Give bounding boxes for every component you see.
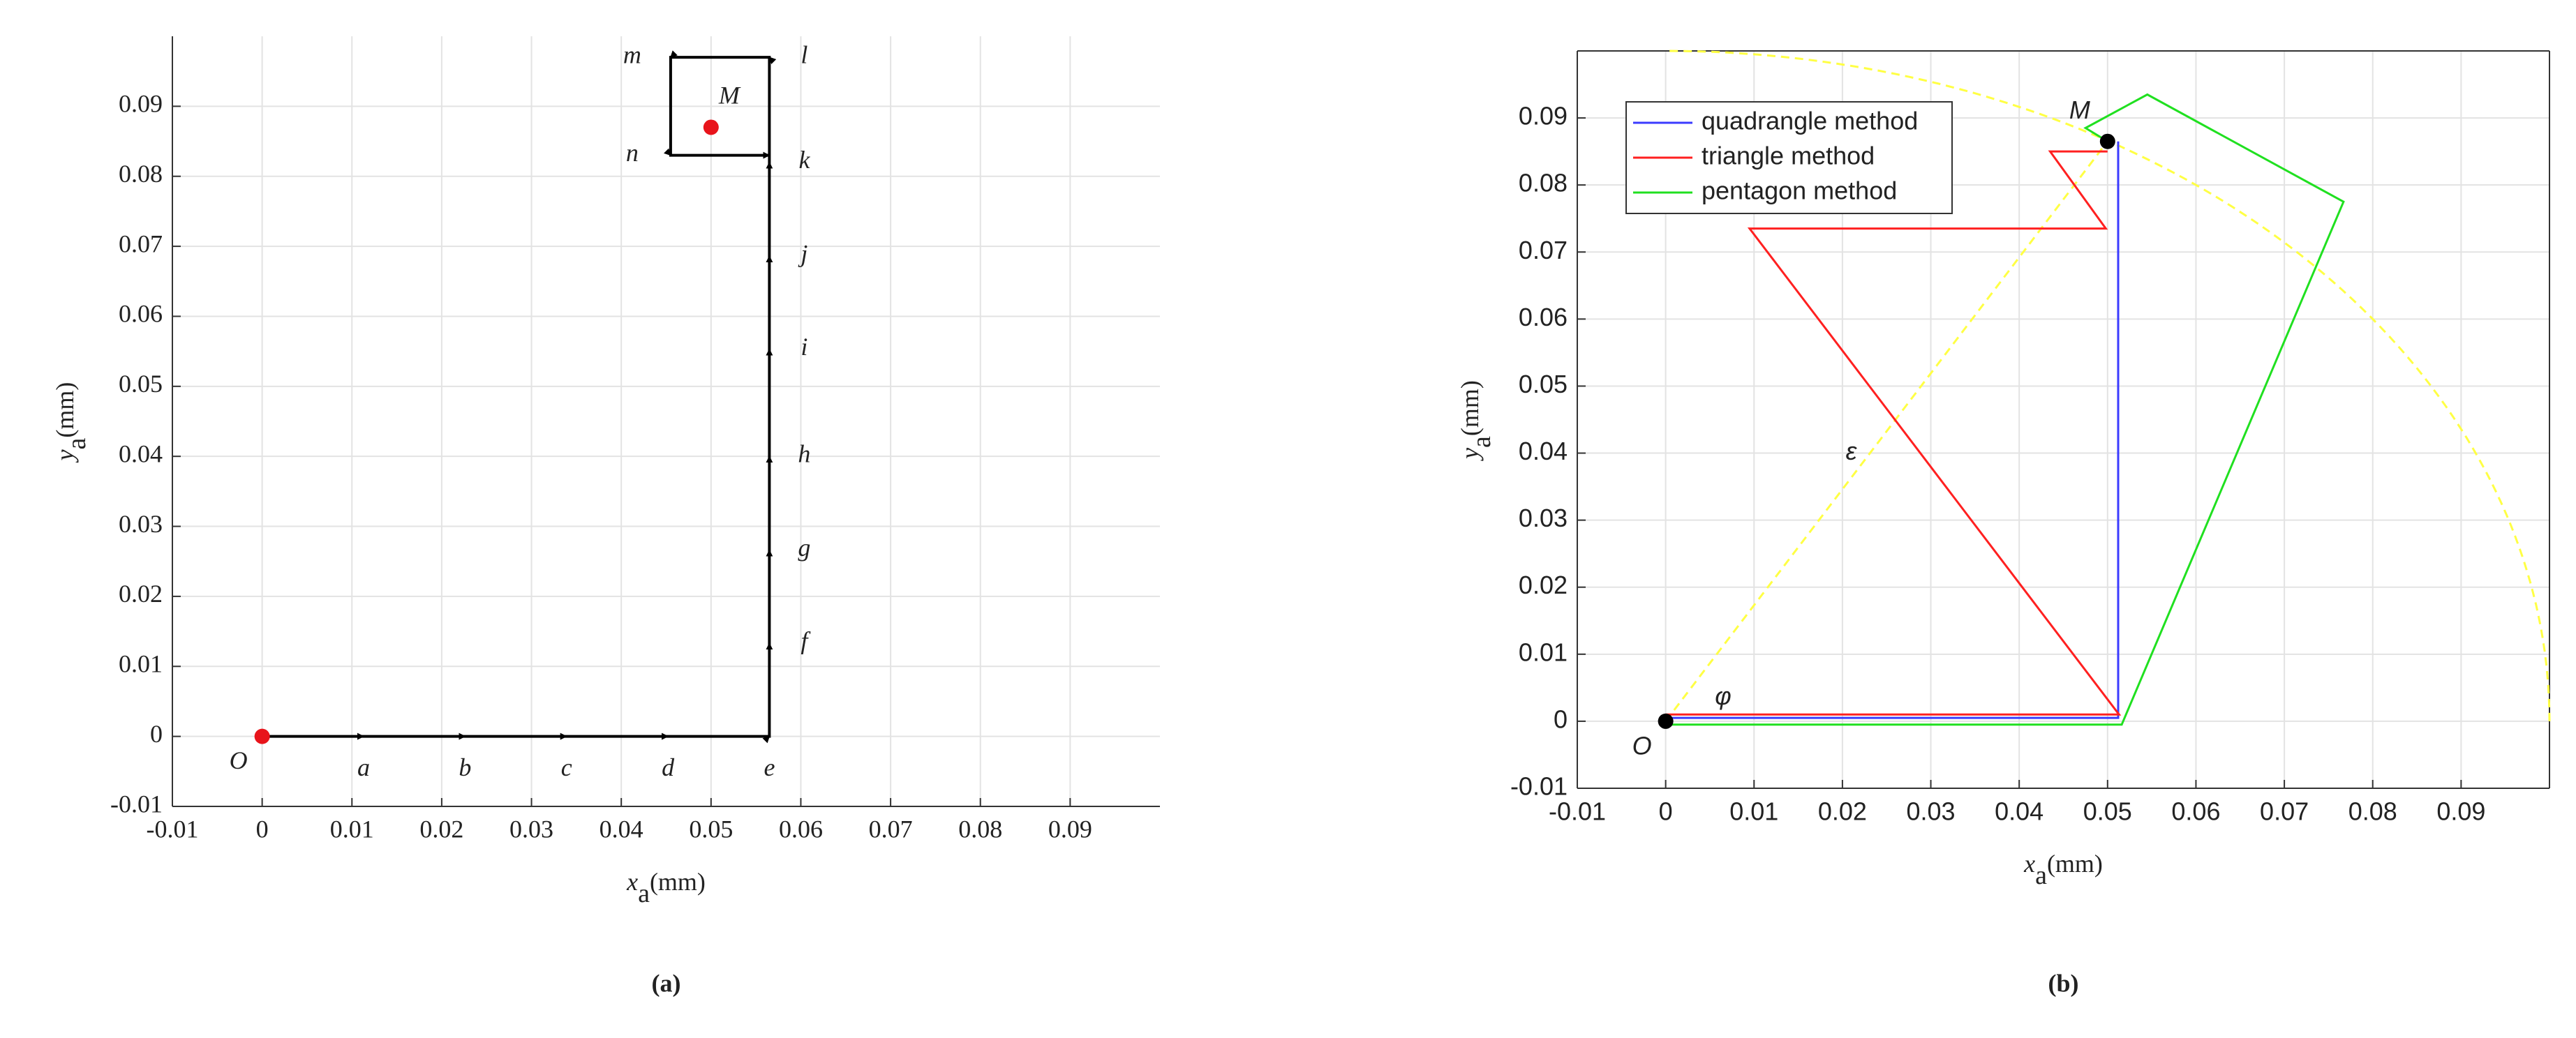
ylabel-main: y: [1456, 448, 1484, 461]
xlabel-unit: (mm): [650, 868, 706, 896]
x-tick-label: 0.02: [1818, 797, 1867, 826]
y-tick-label: 0.05: [1519, 370, 1568, 398]
xlabel-main: x: [2023, 850, 2035, 878]
point-label: a: [357, 753, 370, 781]
ylabel: ya(mm): [1456, 380, 1496, 461]
x-tick-label: 0.05: [2083, 797, 2132, 826]
y-tick-label: 0.01: [1519, 638, 1568, 666]
marker: [254, 728, 270, 744]
y-tick-label: 0.08: [119, 160, 163, 188]
y-tick-label: 0.09: [119, 90, 163, 118]
marker: [2099, 133, 2115, 149]
point-label: l: [801, 40, 807, 68]
y-tick-label: 0.08: [1519, 169, 1568, 197]
ylabel: ya(mm): [51, 382, 91, 463]
x-tick-label: 0.03: [509, 815, 553, 843]
xlabel-main: x: [626, 868, 638, 896]
ylabel-main: y: [51, 449, 79, 462]
series-line: [1665, 140, 2108, 722]
point-label: m: [623, 40, 641, 68]
point-label: k: [798, 146, 810, 174]
chart: -0.01 0 0.01 0.02 0.03 0.04 0.05 0.06 0.07 0.08 0.…: [51, 36, 1160, 997]
ylabel-unit: (mm): [1456, 380, 1484, 436]
x-tick-label: -0.01: [147, 815, 199, 843]
ylabel-sub: a: [1467, 436, 1496, 448]
y-tick-label: -0.01: [1510, 772, 1568, 801]
series-line: [262, 50, 777, 744]
xlabel-unit: (mm): [2047, 850, 2103, 878]
xlabel-sub: a: [638, 879, 650, 908]
marker-label: O: [230, 746, 248, 774]
legend-label: quadrangle method: [1702, 107, 1918, 135]
marker-label: M: [2069, 96, 2090, 124]
point-label: j: [798, 239, 807, 267]
marker-label: O: [1632, 731, 1652, 760]
y-tick-label: 0: [150, 720, 163, 748]
x-tick-label: 0.09: [2436, 797, 2485, 826]
x-tick-label: -0.01: [1549, 797, 1606, 826]
x-tick-label: 0.05: [689, 815, 733, 843]
y-tick-label: 0.07: [1519, 236, 1568, 264]
x-tick-label: 0.06: [779, 815, 823, 843]
x-tick-label: 0.07: [2260, 797, 2309, 826]
series-line: [1665, 150, 2122, 716]
point-label: g: [798, 534, 810, 562]
x-tick-label: 0: [1659, 797, 1673, 826]
x-tick-label: 0.09: [1048, 815, 1092, 843]
point-label: h: [798, 439, 810, 467]
point-label: b: [459, 753, 471, 781]
x-tick-label: 0.08: [958, 815, 1002, 843]
y-tick-label: 0.02: [1519, 571, 1568, 599]
arc: [1665, 50, 2551, 721]
annotation: ε: [1846, 437, 1858, 465]
legend-label: pentagon method: [1702, 176, 1897, 205]
subtitle: (a): [652, 969, 681, 997]
annotation: φ: [1715, 682, 1731, 710]
x-tick-label: 0: [256, 815, 269, 843]
y-tick-label: 0.05: [119, 370, 163, 398]
marker-label: M: [718, 82, 741, 110]
ylabel-sub: a: [62, 437, 91, 449]
ylabel-unit: (mm): [51, 382, 79, 438]
y-tick-label: 0.07: [119, 230, 163, 257]
x-tick-label: 0.04: [600, 815, 643, 843]
subtitle: (b): [2048, 969, 2079, 997]
x-tick-label: 0.07: [869, 815, 913, 843]
y-tick-label: 0.02: [119, 580, 163, 608]
point-label: i: [801, 333, 807, 361]
marker: [1658, 713, 1674, 729]
point-label: c: [561, 753, 572, 781]
y-tick-label: 0.09: [1519, 102, 1568, 130]
x-tick-label: 0.01: [1729, 797, 1778, 826]
y-tick-label: 0: [1554, 705, 1568, 733]
xlabel: xa(mm): [2023, 850, 2103, 889]
y-tick-label: 0.04: [1519, 437, 1568, 465]
x-tick-label: 0.06: [2171, 797, 2220, 826]
y-tick-label: 0.03: [1519, 504, 1568, 532]
x-tick-label: 0.02: [419, 815, 463, 843]
point-label: e: [764, 753, 775, 781]
x-tick-label: 0.04: [1995, 797, 2043, 826]
series-line: [1665, 141, 2120, 719]
series-line: [1665, 93, 2345, 726]
xlabel: xa(mm): [626, 868, 706, 908]
point-label: d: [662, 753, 675, 781]
y-tick-label: 0.06: [1519, 303, 1568, 331]
chart: -0.01 0 0.01 0.02 0.03 0.04 0.05 0.06 0.07 0.08 0.…: [1456, 50, 2551, 997]
legend-label: triangle method: [1702, 142, 1875, 170]
y-tick-label: 0.03: [119, 510, 163, 538]
x-tick-label: 0.03: [1907, 797, 1956, 826]
marker: [703, 119, 719, 135]
y-tick-label: 0.04: [119, 439, 163, 467]
y-tick-label: 0.01: [119, 650, 163, 678]
xlabel-sub: a: [2035, 861, 2047, 890]
y-tick-label: -0.01: [110, 790, 163, 818]
x-tick-label: 0.08: [2348, 797, 2397, 826]
y-tick-label: 0.06: [119, 300, 163, 328]
point-label: n: [626, 139, 639, 167]
x-tick-label: 0.01: [330, 815, 374, 843]
